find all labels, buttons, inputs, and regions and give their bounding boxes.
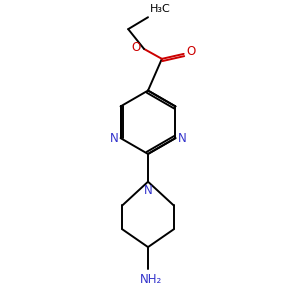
Text: N: N: [110, 132, 118, 145]
Text: N: N: [178, 132, 186, 145]
Text: O: O: [132, 41, 141, 55]
Text: O: O: [187, 45, 196, 58]
Text: N: N: [144, 184, 152, 197]
Text: NH₂: NH₂: [140, 273, 162, 286]
Text: H₃C: H₃C: [150, 4, 171, 14]
